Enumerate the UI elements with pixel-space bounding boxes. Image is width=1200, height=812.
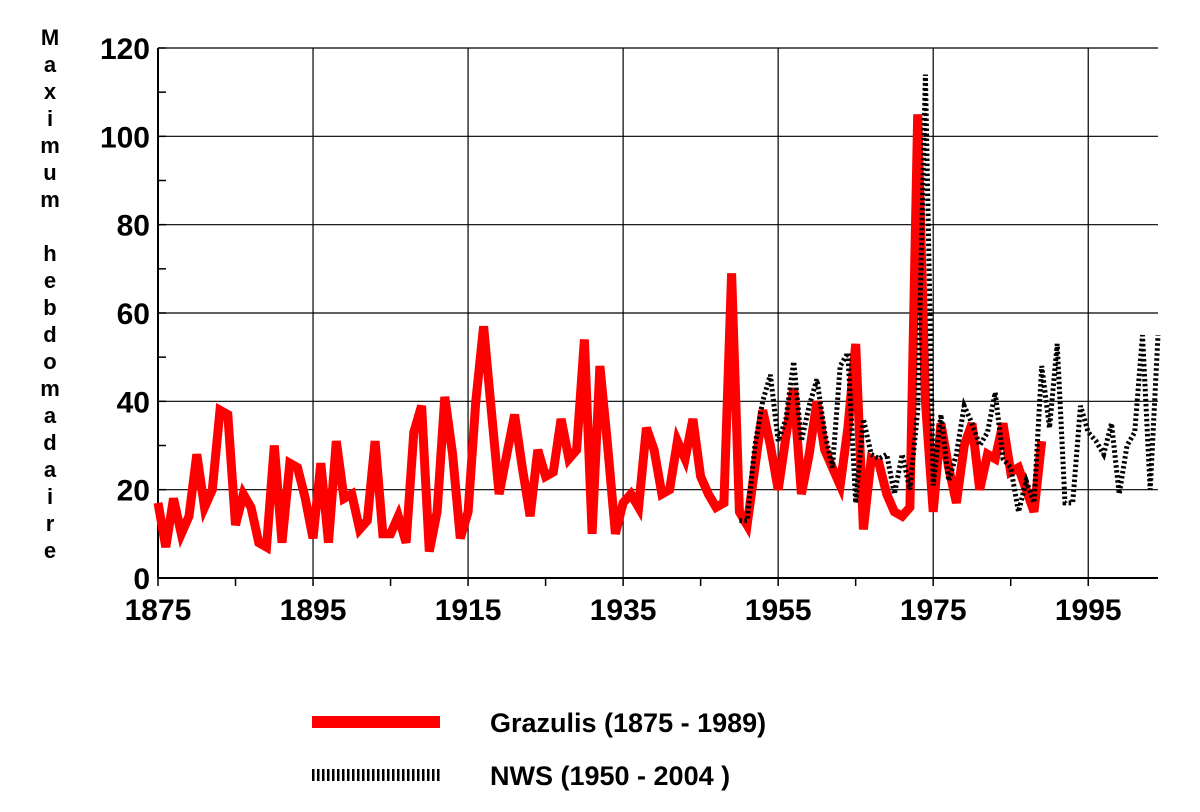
y-axis-label-char: m	[40, 133, 60, 158]
series-line-grazulis	[153, 114, 1047, 555]
y-tick-label: 120	[100, 33, 150, 66]
x-tick-label: 1895	[280, 594, 347, 627]
y-axis-label-char: b	[43, 295, 56, 320]
x-tick-label: 1915	[435, 594, 502, 627]
y-tick-label: 20	[117, 475, 150, 508]
series	[153, 74, 1161, 555]
x-tick-label: 1955	[745, 594, 812, 627]
y-axis-label-char: m	[40, 187, 60, 212]
y-axis-label-char: o	[43, 349, 56, 374]
y-tick-label: 100	[100, 121, 150, 154]
y-axis-label-char: M	[41, 25, 59, 50]
legend-label: NWS (1950 - 2004 )	[490, 761, 730, 791]
y-axis-label-char: i	[47, 106, 53, 131]
x-tick-label: 1935	[590, 594, 657, 627]
y-axis-label-char: r	[46, 511, 55, 536]
x-tick-labels: 1875 1895 1915 1935 1955 1975 1995	[125, 594, 1122, 627]
y-axis-label-char: d	[43, 430, 56, 455]
x-tick-label: 1875	[125, 594, 192, 627]
legend: Grazulis (1875 - 1989) NWS (1950 - 2004 )	[312, 708, 766, 791]
y-axis-label-char: a	[44, 403, 57, 428]
x-tick-label: 1975	[900, 594, 967, 627]
y-tick-label: 60	[117, 298, 150, 331]
y-tick-labels: 0 20 40 60 80 100 120	[100, 33, 150, 596]
y-axis-label-char: e	[44, 538, 56, 563]
y-axis-label-char: a	[44, 457, 57, 482]
x-tick-label: 1995	[1055, 594, 1122, 627]
y-axis-label-char: a	[44, 52, 57, 77]
y-tick-label: 80	[117, 210, 150, 243]
legend-label: Grazulis (1875 - 1989)	[490, 708, 766, 738]
y-axis-label-char: h	[43, 241, 56, 266]
y-axis-label-char: i	[47, 484, 53, 509]
y-axis-label-char: u	[43, 160, 56, 185]
y-tick-label: 40	[117, 386, 150, 419]
y-axis-label-char: m	[40, 376, 60, 401]
y-axis-label-char: d	[43, 322, 56, 347]
y-tick-label: 0	[133, 563, 150, 596]
y-axis-label-char: x	[44, 79, 57, 104]
y-axis-label-char: e	[44, 268, 56, 293]
